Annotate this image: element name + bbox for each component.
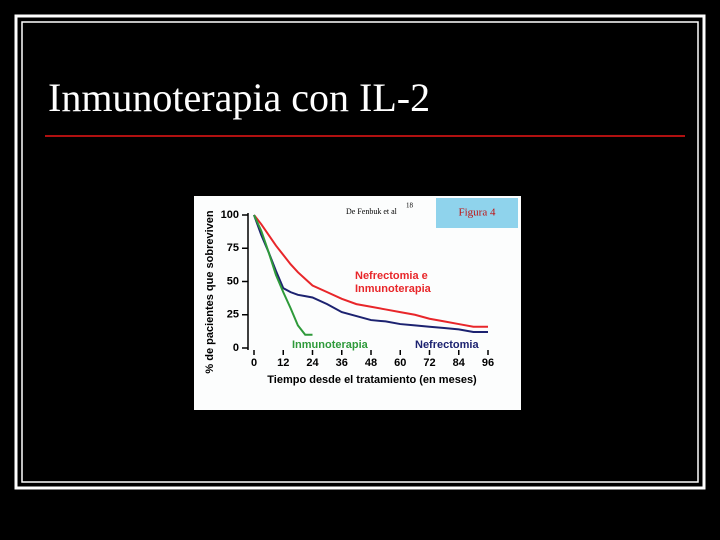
series-label: Nefrectomia e Inmunoterapia	[355, 270, 431, 295]
frame-inner	[21, 21, 699, 483]
y-tick-label: 50	[227, 275, 239, 287]
x-tick-label: 36	[336, 357, 348, 369]
series-line	[253, 214, 488, 328]
figure-box	[436, 198, 518, 228]
y-tick-label: 25	[227, 309, 239, 321]
y-tick-label: 75	[227, 242, 239, 254]
frame-outer	[14, 14, 706, 490]
x-tick-label: 96	[482, 357, 494, 369]
x-tick-label: 12	[277, 357, 289, 369]
series-label: Nefrectomia	[415, 339, 479, 351]
x-tick-label: 48	[365, 357, 377, 369]
x-axis-label: Tiempo desde el tratamiento (en meses)	[267, 374, 477, 386]
x-tick-label: 84	[453, 357, 466, 369]
series-line	[253, 214, 313, 336]
x-tick-label: 60	[394, 357, 406, 369]
figure-label: Figura 4	[459, 207, 496, 219]
x-tick-label: 72	[423, 357, 435, 369]
x-tick-label: 0	[251, 357, 257, 369]
slide-title: Inmunoterapia con IL-2	[48, 75, 430, 120]
source: De Fenbuk et al	[346, 207, 398, 216]
x-tick-label: 24	[306, 357, 319, 369]
y-axis-label: % de pacientes que sobreviven	[204, 210, 216, 374]
series-label: Inmunoterapia	[292, 339, 368, 351]
y-tick-label: 0	[233, 342, 239, 354]
source-ref: 18	[406, 202, 414, 210]
y-tick-label: 100	[221, 209, 239, 221]
series-line	[253, 214, 488, 334]
